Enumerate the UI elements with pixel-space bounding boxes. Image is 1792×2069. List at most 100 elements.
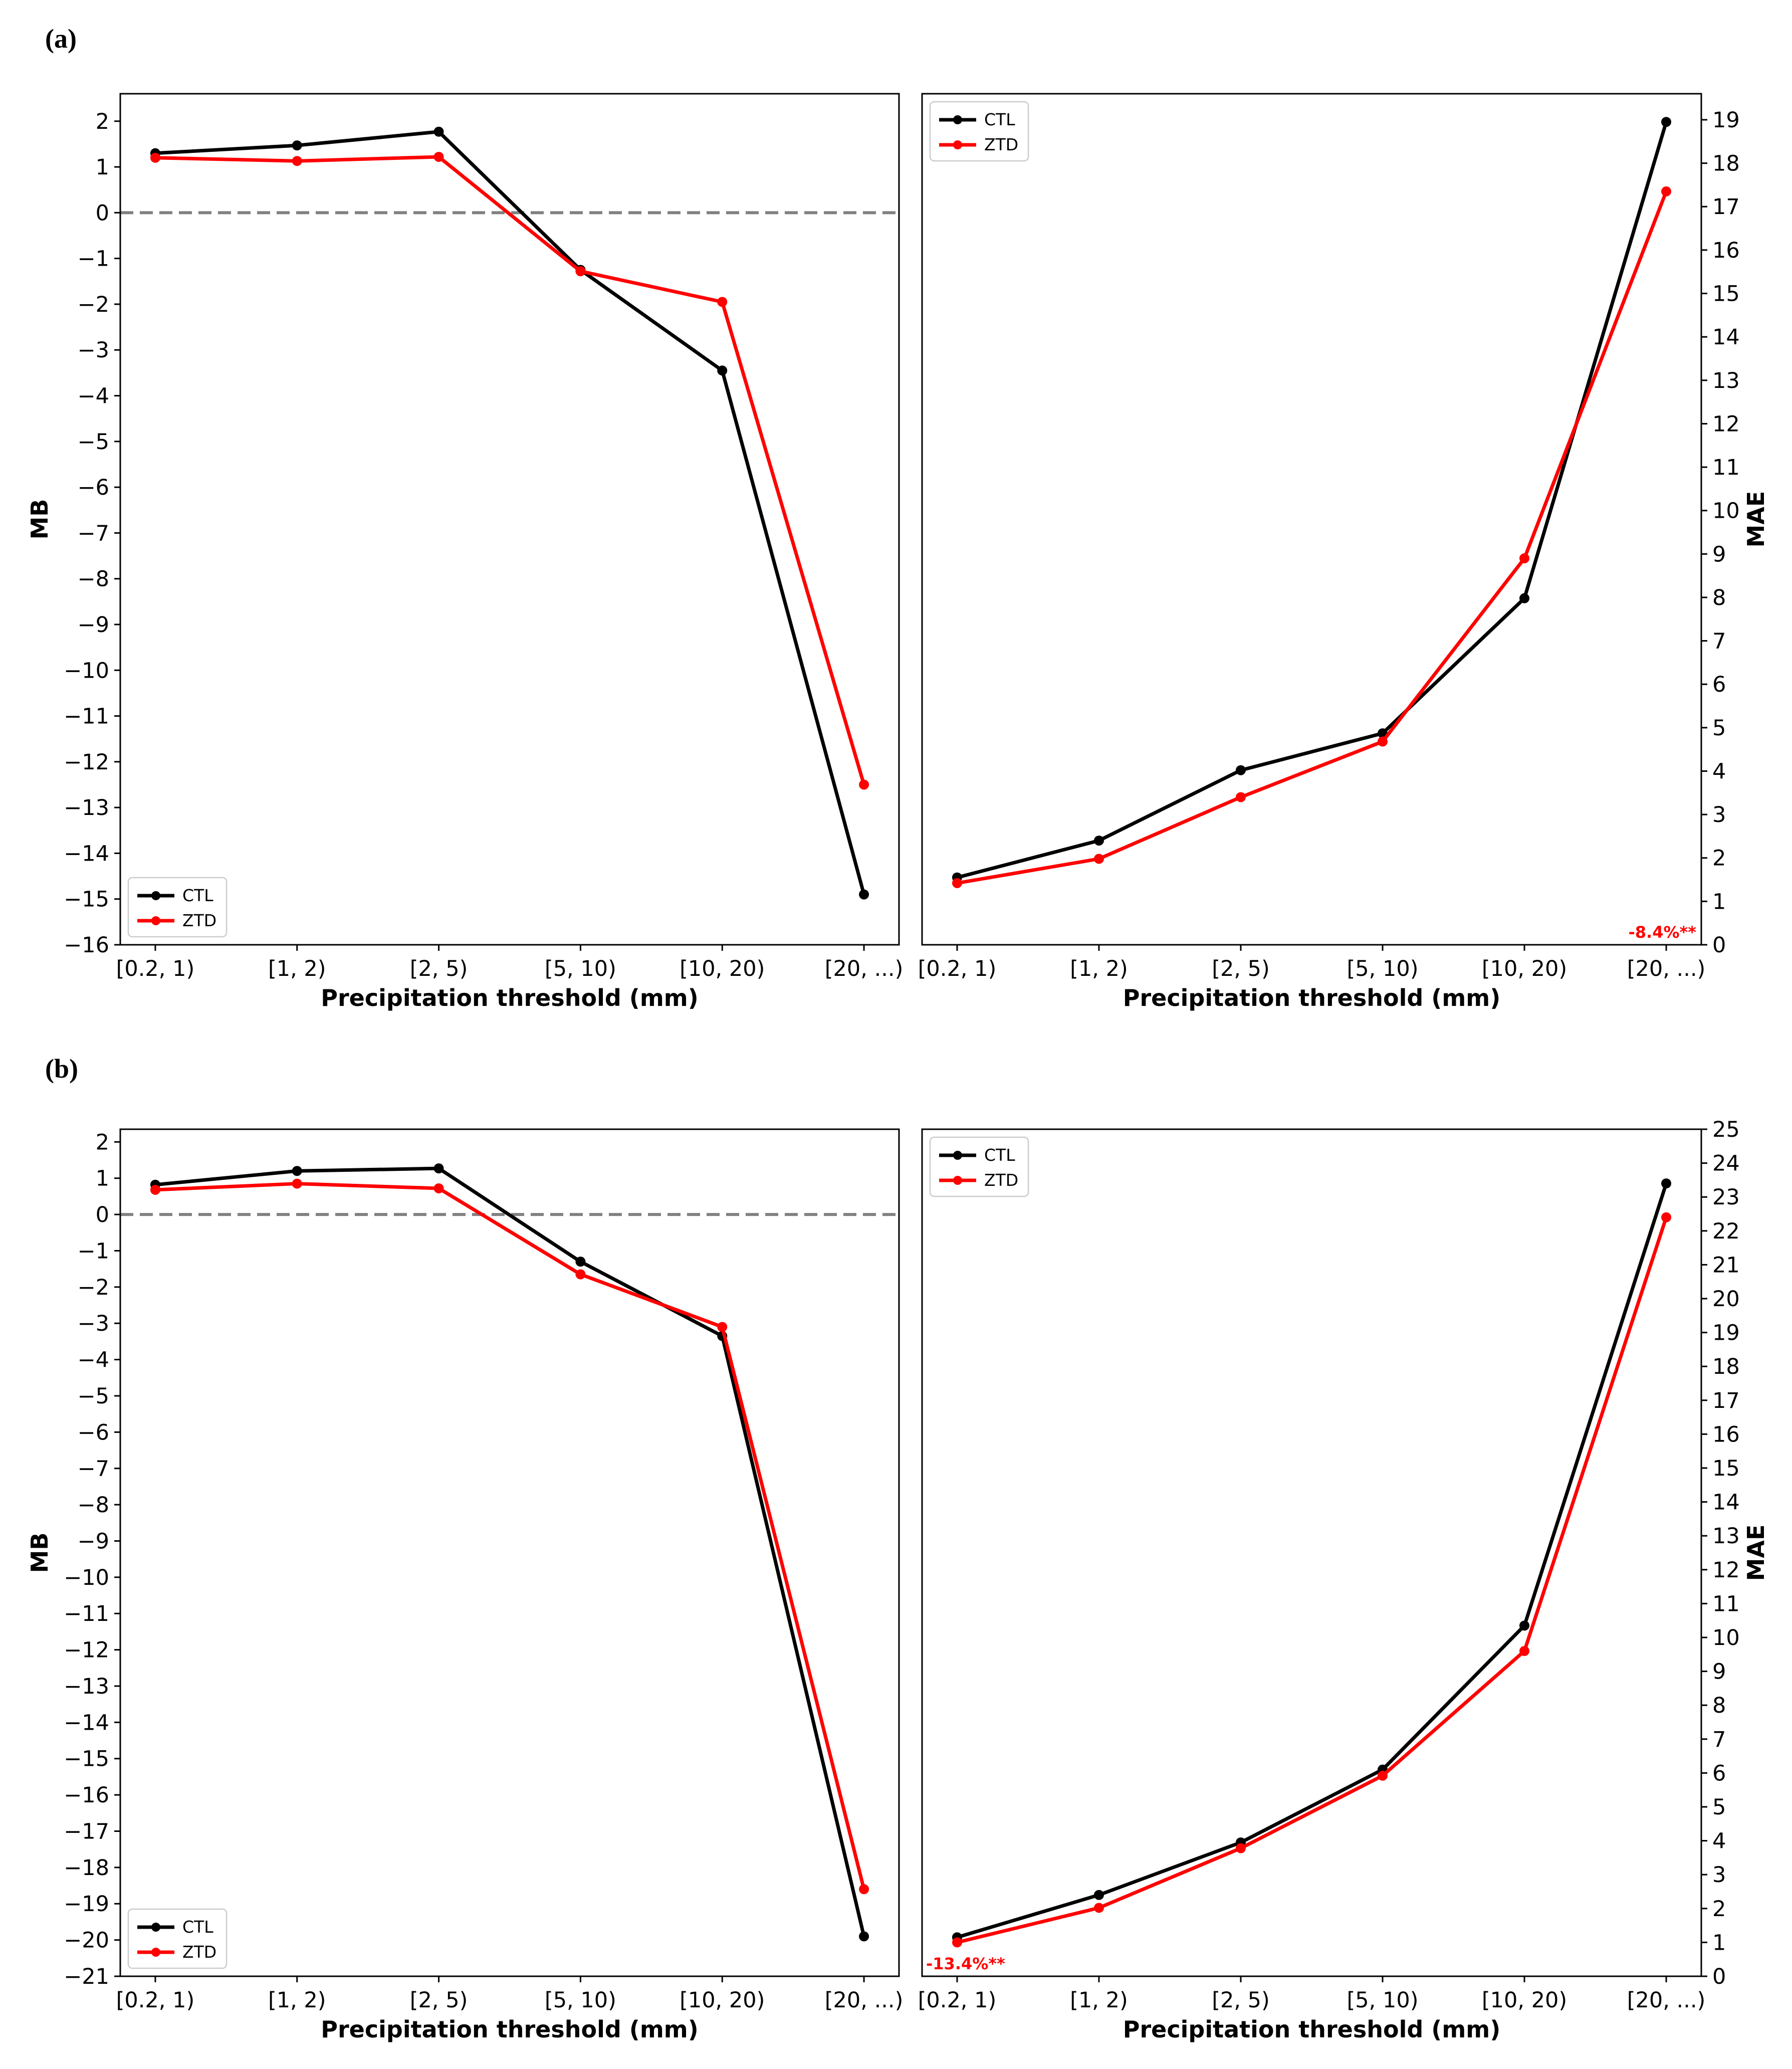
y-tick-label: −15	[64, 887, 109, 912]
y-tick-label: 7	[1712, 629, 1726, 654]
x-tick-label: [20, ...)	[825, 1988, 904, 2013]
y-tick-label: −5	[78, 1384, 109, 1409]
charts-container: [0.2, 1) [1, 2) [2, 5) [5, 10) [10, 20) [20, …	[26, 93, 1769, 2043]
x-tick-label: [5, 10)	[1347, 956, 1419, 981]
legend: CTL ZTD	[929, 1136, 1029, 1197]
y-tick-label: −15	[64, 1747, 109, 1772]
y-tick-label: −12	[64, 1638, 109, 1663]
y-tick-label: 14	[1712, 325, 1740, 350]
y-tick-label: −10	[64, 658, 109, 683]
chart-b-left: [0.2, 1) [1, 2) [2, 5) [5, 10) [10, 20) [20, …	[26, 1128, 904, 2043]
data-point-ctl	[433, 1163, 444, 1174]
y-tick-label: −16	[64, 933, 109, 958]
y-tick-label: 18	[1712, 1354, 1740, 1379]
y-tick-label: −9	[78, 612, 109, 638]
series-line-ztd	[957, 1216, 1668, 1944]
series-line-ztd	[957, 190, 1668, 885]
data-point-ztd	[1519, 1646, 1530, 1657]
data-point-ctl	[859, 889, 869, 900]
y-tick-label: 0	[1712, 933, 1726, 958]
legend-label-ctl: CTL	[984, 1145, 1015, 1165]
x-tick-label: [20, ...)	[825, 956, 904, 981]
data-point-ztd	[1378, 736, 1388, 747]
legend-label-ztd: ZTD	[182, 1942, 216, 1962]
data-point-ztd	[952, 1937, 962, 1948]
legend: CTL ZTD	[127, 877, 228, 938]
data-point-ztd	[1235, 792, 1246, 802]
x-tick-label: [1, 2)	[1070, 956, 1128, 981]
x-tick-label: [2, 5)	[1212, 1988, 1270, 2013]
y-tick-label: 5	[1712, 716, 1726, 741]
legend: CTL ZTD	[929, 101, 1029, 162]
plot-frame	[921, 93, 1702, 946]
y-tick-label: −2	[78, 292, 109, 317]
x-axis-label: Precipitation threshold (mm)	[321, 984, 698, 1011]
data-point-ztd	[433, 1183, 444, 1193]
panel-label-a: (a)	[45, 24, 77, 54]
y-tick-label: −11	[64, 704, 109, 729]
y-tick-label: −1	[78, 247, 109, 272]
y-tick-label: 6	[1712, 1761, 1726, 1786]
y-axis-label: MB	[26, 499, 53, 540]
y-tick-label: 7	[1712, 1727, 1726, 1752]
series-line-ctl	[155, 1166, 866, 1937]
y-tick-label: 21	[1712, 1253, 1740, 1278]
data-point-ztd	[859, 1884, 869, 1895]
y-tick-label: −8	[78, 567, 109, 592]
x-tick-label: [2, 5)	[410, 956, 468, 981]
y-tick-label: 13	[1712, 1524, 1740, 1549]
y-tick-label: −21	[64, 1964, 109, 1989]
data-point-ztd	[1519, 553, 1530, 563]
data-point-ztd	[1093, 1903, 1104, 1913]
legend-marker-ctl	[151, 1923, 160, 1932]
series-line-ctl	[155, 130, 866, 895]
data-point-ctl	[1661, 1178, 1672, 1189]
y-tick-label: 22	[1712, 1219, 1740, 1244]
legend-label-ztd: ZTD	[182, 911, 216, 930]
data-point-ztd	[292, 1178, 302, 1189]
x-tick-label: [1, 2)	[268, 956, 326, 981]
legend-marker-ztd	[953, 1176, 962, 1185]
y-tick-label: −19	[64, 1892, 109, 1917]
data-point-ztd	[1093, 854, 1104, 864]
x-tick-label: [2, 5)	[410, 1988, 468, 2013]
legend-marker-ztd	[151, 916, 160, 925]
series-line-ztd	[155, 155, 866, 785]
x-tick-label: [2, 5)	[1212, 956, 1270, 981]
y-tick-label: 15	[1712, 1456, 1740, 1481]
y-tick-label: −18	[64, 1855, 109, 1881]
data-point-ztd	[1661, 186, 1672, 196]
data-point-ctl	[859, 1931, 869, 1942]
y-tick-label: 9	[1712, 1660, 1726, 1685]
x-tick-label: [10, 20)	[680, 1988, 765, 2013]
x-tick-label: [0.2, 1)	[918, 956, 997, 981]
y-axis-label: MAE	[1742, 491, 1769, 548]
series-line-ctl	[956, 1183, 1668, 1939]
data-point-ctl	[292, 140, 302, 151]
y-tick-label: 10	[1712, 499, 1740, 524]
data-point-ztd	[575, 1269, 586, 1280]
y-tick-label: −7	[78, 1457, 109, 1482]
chart-a-left: [0.2, 1) [1, 2) [2, 5) [5, 10) [10, 20) [20, …	[26, 93, 904, 1011]
y-tick-label: 8	[1712, 585, 1726, 610]
data-point-ctl	[717, 365, 728, 376]
y-tick-label: −9	[78, 1529, 109, 1554]
plot-frame	[921, 1128, 1702, 1977]
y-tick-label: 2	[1712, 1897, 1726, 1922]
y-tick-label: 6	[1712, 672, 1726, 697]
y-tick-label: 4	[1712, 1829, 1726, 1854]
y-tick-label: 25	[1712, 1117, 1740, 1142]
x-tick-label: [1, 2)	[1070, 1988, 1128, 2013]
series-line-ctl	[957, 121, 1668, 880]
x-tick-label: [10, 20)	[1482, 1988, 1567, 2013]
y-tick-label: 3	[1712, 802, 1726, 827]
y-tick-label: 11	[1712, 1591, 1740, 1616]
y-tick-label: −20	[64, 1928, 109, 1953]
y-tick-label: −16	[64, 1783, 109, 1808]
data-point-ctl	[1519, 593, 1530, 603]
y-tick-label: −13	[64, 1674, 109, 1699]
data-point-ctl	[433, 126, 444, 137]
y-tick-label: 12	[1712, 411, 1740, 437]
chart-a-right: [0.2, 1) [1, 2) [2, 5) [5, 10) [10, 20) [20, …	[918, 93, 1769, 1011]
